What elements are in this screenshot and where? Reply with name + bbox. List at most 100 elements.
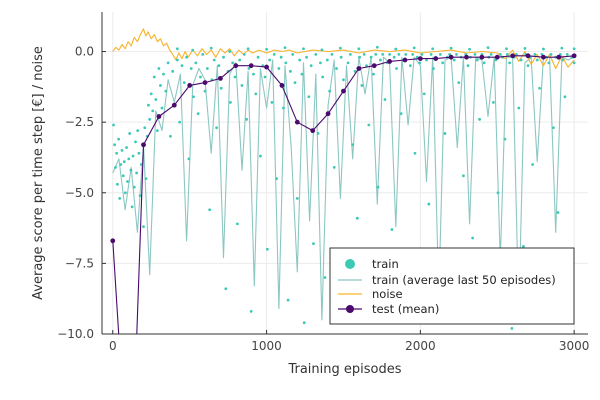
train-point <box>240 84 244 87</box>
train-point <box>563 95 567 99</box>
train-point <box>383 98 387 101</box>
train-point <box>117 137 121 141</box>
train-point <box>125 146 129 149</box>
train-point <box>314 52 318 56</box>
train-point <box>486 46 490 49</box>
train-point <box>231 61 235 65</box>
train-point <box>418 61 421 65</box>
train-point <box>275 177 278 181</box>
legend-train-label: train <box>372 257 399 271</box>
train-point <box>175 47 179 51</box>
train-point <box>515 52 518 56</box>
train-point <box>295 197 299 200</box>
test-mean-point <box>202 80 208 86</box>
test-mean-point <box>356 66 362 71</box>
train-point <box>342 78 345 82</box>
train-point <box>397 52 401 56</box>
train-point <box>300 72 304 76</box>
train-point <box>427 202 431 206</box>
train-point <box>399 112 403 116</box>
train-point <box>307 95 311 99</box>
train-point <box>135 171 139 175</box>
train-point <box>199 75 202 79</box>
train-point <box>496 191 500 195</box>
train-point <box>126 180 129 183</box>
test-mean-point <box>310 128 316 134</box>
axes: 0 1000 2000 3000 −10.0 −7.5 −5.0 −2.5 0.0 <box>57 12 589 353</box>
train-point <box>238 58 242 62</box>
train-point <box>360 84 364 87</box>
train-point <box>510 326 514 330</box>
train-point <box>312 242 315 246</box>
test-mean-point <box>110 238 116 244</box>
train-point <box>182 81 186 85</box>
train-point <box>252 72 255 76</box>
train-point <box>449 46 453 50</box>
train-point <box>286 298 290 302</box>
test-mean-point <box>133 360 138 365</box>
train-point <box>122 160 126 164</box>
train-point <box>478 117 481 121</box>
train-point <box>420 52 424 56</box>
train-point <box>547 61 551 65</box>
train-point <box>572 61 576 65</box>
train-point <box>381 52 385 56</box>
train-point <box>192 95 195 99</box>
train-point <box>375 45 379 49</box>
train-point <box>159 84 162 87</box>
train-point <box>328 89 332 93</box>
test-mean-point <box>525 53 531 59</box>
train-point <box>178 120 182 124</box>
train-point <box>429 52 433 56</box>
train-point <box>134 140 137 144</box>
train-point <box>242 52 246 56</box>
train-point <box>132 185 136 189</box>
train-point <box>412 46 416 50</box>
train-point <box>138 194 142 197</box>
train-point <box>196 112 200 116</box>
train-point <box>298 58 302 62</box>
train-point <box>489 52 493 56</box>
train-point <box>408 64 412 68</box>
train-point <box>263 75 267 79</box>
train-point <box>541 47 545 51</box>
test-mean-point <box>417 56 423 62</box>
x-tick-label: 0 <box>109 339 117 353</box>
y-tick-label: 0.0 <box>75 45 94 59</box>
train-point <box>505 52 509 56</box>
train-point <box>321 75 325 79</box>
train-point <box>415 55 419 59</box>
train-point <box>362 52 366 56</box>
train-point <box>148 117 152 121</box>
train-point <box>209 46 213 50</box>
train-point <box>162 72 165 76</box>
train-point <box>332 165 336 169</box>
train-point <box>378 58 382 62</box>
plot-area <box>110 28 577 365</box>
train-point <box>142 225 145 229</box>
train-point <box>215 126 218 130</box>
train-point <box>115 182 119 186</box>
train-point <box>175 58 179 62</box>
train-point <box>357 47 361 51</box>
train-point <box>249 310 253 313</box>
train-point <box>205 67 209 70</box>
test-mean-point <box>510 53 516 59</box>
train-point <box>254 92 258 96</box>
test-mean-point <box>556 54 562 60</box>
train-point <box>160 106 164 110</box>
train-point <box>339 55 343 59</box>
train-point <box>348 52 352 56</box>
train-point <box>473 52 477 56</box>
train-point <box>224 287 228 291</box>
train-point <box>523 47 527 50</box>
train-point <box>438 52 442 56</box>
train-point <box>277 67 281 70</box>
train-point <box>201 52 205 56</box>
train-point <box>404 52 408 56</box>
train-point <box>128 132 132 135</box>
train-point <box>565 52 569 56</box>
test-mean-point <box>341 88 346 94</box>
test-mean-point <box>218 75 223 81</box>
